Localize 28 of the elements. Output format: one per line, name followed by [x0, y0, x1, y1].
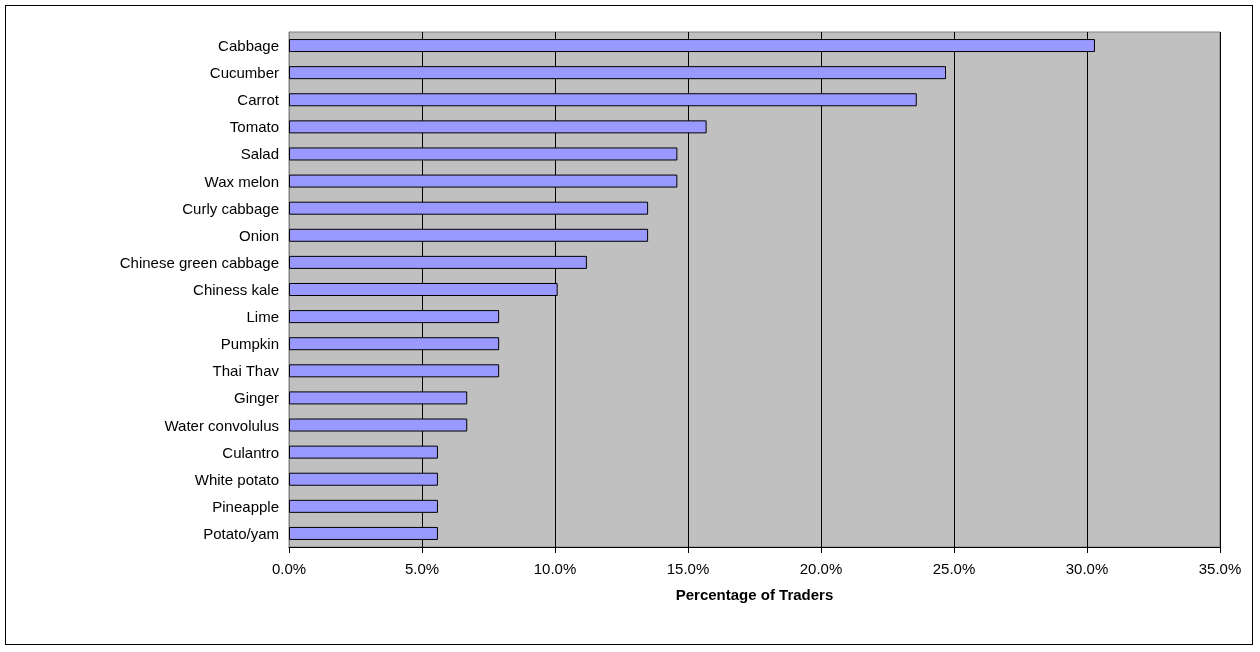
y-tick-label: White potato: [194, 470, 279, 488]
x-tick-label: 30.0%: [1065, 560, 1109, 577]
y-tick-label: Wax melon: [204, 172, 279, 190]
y-tick-label: Curly cabbage: [182, 199, 279, 217]
y-tick-label: Cucumber: [209, 64, 279, 82]
x-axis-title: Percentage of Traders: [675, 586, 834, 603]
y-tick-label: Ginger: [233, 389, 279, 407]
y-tick-label: Cabbage: [218, 37, 279, 55]
y-tick-label: Chinese green cabbage: [119, 253, 279, 271]
y-tick-label: Carrot: [237, 91, 280, 109]
x-tick-label: 0.0%: [271, 560, 307, 577]
y-tick-label: Salad: [240, 145, 279, 163]
y-tick-label: Potato/yam: [203, 524, 279, 542]
x-tick-label: 5.0%: [404, 560, 440, 577]
y-tick-label: Tomato: [229, 118, 279, 136]
y-tick-label: Culantro: [222, 443, 279, 461]
x-tick-label: 25.0%: [932, 560, 976, 577]
x-tick-label: 20.0%: [799, 560, 843, 577]
y-tick-label: Pumpkin: [220, 335, 279, 353]
y-tick-label: Chiness kale: [193, 281, 279, 298]
y-tick-label: Onion: [238, 226, 279, 244]
y-tick-label: Water convolulus: [164, 416, 279, 434]
y-tick-label: Pineapple: [212, 497, 279, 515]
x-tick-label: 15.0%: [666, 560, 710, 577]
y-tick-label: Thai Thav: [212, 362, 280, 380]
y-tick-label: Lime: [246, 308, 279, 326]
x-tick-label: 35.0%: [1198, 560, 1242, 577]
x-tick-label: 10.0%: [533, 560, 577, 577]
